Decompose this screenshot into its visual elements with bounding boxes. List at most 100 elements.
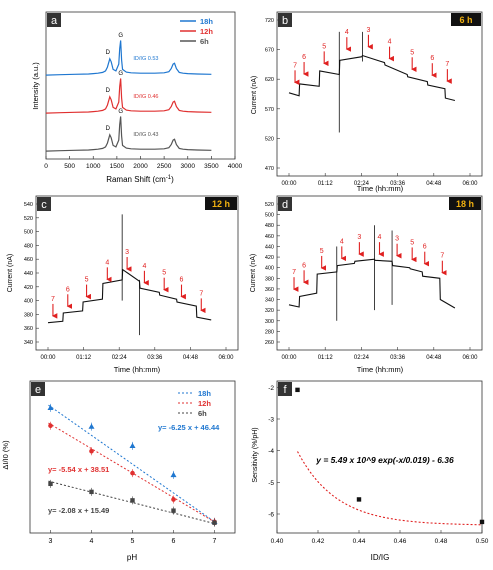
f-xtick-label: 0.48 [435, 538, 448, 545]
panel-f-equation: y = 5.49 x 10^9 exp(-x/0.019) - 6.36 [315, 455, 454, 465]
panel-a-xlabel: Raman Shift (cm-1) [106, 175, 174, 184]
ytick-label: 360 [265, 287, 274, 293]
e-xtick-label: 7 [213, 538, 217, 545]
panel-e-ylabel: ΔI/I0 (%) [1, 440, 10, 470]
spectrum-line-18h [45, 40, 212, 76]
ytick-label: 470 [265, 166, 274, 172]
legend-label-12h: 12h [200, 27, 213, 36]
panel-c-plot-frame [35, 195, 239, 351]
peak-label-g-6h: G [118, 109, 123, 115]
current-trace [288, 258, 456, 309]
panel-c-letter-box [37, 197, 51, 211]
ratio-label-6h: ID/IG 0.43 [133, 132, 158, 138]
ytick-label: 460 [265, 234, 274, 240]
panel-c-xlabel: Time (hh:mm) [114, 365, 161, 374]
legend-label-18h: 18h [200, 17, 213, 26]
point-6h [89, 489, 94, 495]
ytick-label: 380 [265, 276, 274, 282]
xtick-label: 01:12 [76, 355, 92, 361]
a-xtick-label: 4000 [228, 163, 243, 170]
panel-b-letter: b [282, 15, 288, 27]
panel-c-tag-box [205, 197, 237, 210]
xtick-label: 03:36 [147, 355, 163, 361]
point-18h [47, 404, 54, 411]
ph-arrow-label: 7 [199, 290, 203, 297]
fit-label-18h: y= -6.25 x + 46.44 [158, 423, 220, 432]
ytick-label: 340 [265, 298, 274, 304]
a-xtick-label: 2000 [133, 163, 148, 170]
a-xtick-label: 1500 [110, 163, 125, 170]
ph-arrow-label: 6 [66, 286, 70, 293]
peak-label-g-18h: G [118, 33, 123, 39]
f-ytick-label: -4 [268, 448, 274, 455]
panel-d-tag-box [449, 197, 481, 210]
panel-b-plot-frame [276, 11, 483, 177]
ph-arrow-label: 5 [85, 277, 89, 284]
panel-d-letter-box [278, 197, 292, 211]
ph-arrow-label: 6 [302, 54, 306, 61]
panel-a-x-ticks: 0 500 1000 1500 2000 2500 3000 3500 4000 [44, 156, 243, 170]
ph-arrow-label: 5 [410, 49, 414, 56]
a-xtick-label: 2500 [157, 163, 172, 170]
fit-label-6h: y= -2.08 x + 15.49 [48, 506, 109, 515]
panel-d-ylabel: Current (nA) [250, 254, 257, 293]
panel-b-tag-box [451, 13, 481, 26]
panel-e-xlabel: pH [127, 553, 137, 562]
panel-d-letter: d [282, 199, 288, 211]
ph-arrow-label: 7 [293, 62, 297, 69]
ph-arrow-label: 6 [430, 55, 434, 62]
ytick-label: 380 [24, 312, 33, 318]
xtick-label: 03:36 [390, 181, 406, 187]
f-xtick-label: 0.44 [353, 538, 366, 545]
ph-arrow-label: 5 [320, 248, 324, 255]
point-18h [88, 423, 95, 429]
peak-label-g-12h: G [118, 71, 123, 77]
point-18h [129, 442, 136, 449]
e-xtick-label: 4 [90, 538, 94, 545]
ytick-label: 480 [265, 223, 274, 229]
ytick-label: 540 [24, 202, 33, 208]
ph-arrow-label: 4 [388, 39, 392, 46]
ytick-label: 500 [265, 213, 274, 219]
ph-arrow-label: 7 [51, 296, 55, 303]
xtick-label: 04:48 [426, 355, 442, 361]
e-legend-label-12h: 12h [198, 399, 211, 408]
ph-arrow-label: 4 [105, 259, 109, 266]
panel-a-spectra: D G ID/IG 0.53 D G ID/IG 0.46 D G ID/IG 0.43 [45, 33, 212, 152]
ytick-label: 440 [24, 271, 33, 277]
ytick-label: 570 [265, 107, 274, 113]
panel-d: d 18 h 260280300320340360380400420440460… [250, 195, 483, 374]
point-6h [130, 498, 135, 503]
xtick-label: 01:12 [318, 355, 334, 361]
f-xtick-label: 0.42 [312, 538, 325, 545]
ytick-label: 620 [265, 77, 274, 83]
ph-arrow-label: 3 [357, 234, 361, 241]
panel-f-letter: f [283, 384, 287, 396]
spectrum-line-6h [45, 116, 212, 152]
fit-label-12h: y= -5.54 x + 38.51 [48, 465, 109, 474]
ytick-label: 670 [265, 48, 274, 54]
panel-d-plot: 260 280 300 320 340 360 380 400 420 440 460 480 500 5… [265, 202, 478, 361]
e-legend-label-18h: 18h [198, 389, 211, 398]
xtick-label: 00:00 [281, 355, 297, 361]
ph-arrow-label: 3 [366, 27, 370, 34]
ytick-label: 420 [24, 285, 33, 291]
a-xtick-label: 500 [64, 163, 75, 170]
ph-arrow-label: 3 [125, 249, 129, 256]
panel-c: c 12 h 340360380400420440460480500520540… [7, 195, 239, 374]
panel-b: b 6 h 470 520 570 620 670 720 00:00 01:12 02:24 0… [251, 11, 483, 193]
peak-label-d-18h: D [106, 50, 111, 56]
ph-arrow-label: 7 [445, 61, 449, 68]
ph-arrow-label: 6 [423, 244, 427, 251]
panel-b-xlabel: Time (hh:mm) [357, 184, 404, 193]
peak-label-d-12h: D [106, 88, 111, 94]
a-xtick-label: 3000 [181, 163, 196, 170]
ph-arrow-label: 4 [340, 238, 344, 245]
spectrum-line-12h [45, 78, 212, 114]
f-data-point [479, 519, 485, 525]
xtick-label: 04:48 [183, 355, 199, 361]
panel-e: e 3 4 5 6 7 y= -6.25 x + 46.44 y= -5.54 x + 38… [1, 380, 236, 562]
ytick-label: 460 [24, 257, 33, 263]
